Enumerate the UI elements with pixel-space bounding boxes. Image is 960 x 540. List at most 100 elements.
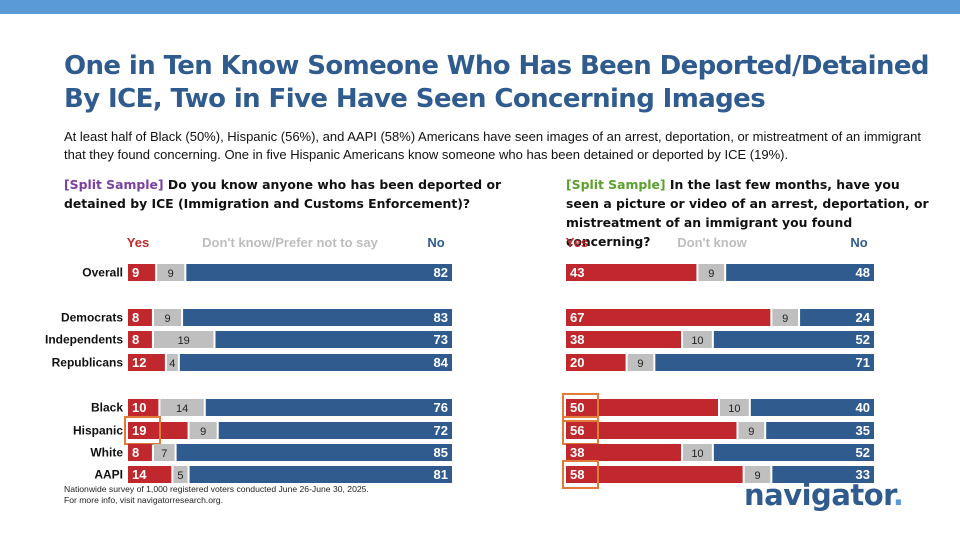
left-value-no-hispanic: 72 — [434, 423, 448, 438]
left-bar-dk-black — [160, 399, 204, 416]
right-bar-no-white — [713, 444, 874, 461]
right-bar-yes-black — [566, 399, 718, 416]
left-value-dk-democrats: 9 — [164, 313, 170, 325]
left-value-yes-democrats: 8 — [132, 310, 139, 325]
left-value-yes-hispanic: 19 — [132, 423, 146, 438]
left-bar-no-independents — [215, 331, 452, 348]
right-value-yes-republicans: 20 — [570, 355, 584, 370]
footnote: Nationwide survey of 1,000 registered vo… — [64, 484, 369, 506]
left-value-no-republicans: 84 — [434, 355, 449, 370]
left-bar-no-republicans — [179, 354, 452, 371]
right-bar-no-overall — [726, 264, 874, 281]
right-value-yes-hispanic: 56 — [570, 423, 584, 438]
right-bar-yes-democrats — [566, 309, 771, 326]
right-value-dk-hispanic: 9 — [748, 426, 754, 438]
left-value-no-black: 76 — [434, 400, 448, 415]
left-question-tag: [Split Sample] — [64, 177, 164, 192]
right-value-dk-republicans: 9 — [637, 358, 643, 370]
right-value-yes-overall: 43 — [570, 265, 584, 280]
left-bar-no-overall — [186, 264, 452, 281]
row-label-hispanic: Hispanic — [73, 424, 123, 438]
right-bar-no-independents — [713, 331, 874, 348]
row-label-aapi: AAPI — [94, 468, 123, 482]
right-value-dk-black: 10 — [728, 403, 740, 415]
right-value-yes-aapi: 58 — [570, 467, 584, 482]
left-value-no-democrats: 83 — [434, 310, 448, 325]
right-bar-yes-white — [566, 444, 682, 461]
row-label-democrats: Democrats — [61, 311, 123, 325]
left-bar-no-black — [205, 399, 452, 416]
left-value-dk-black: 14 — [176, 403, 188, 415]
right-bar-dk-black — [720, 399, 749, 416]
footnote-survey: Nationwide survey of 1,000 registered vo… — [64, 484, 369, 494]
right-bar-yes-independents — [566, 331, 682, 348]
left-value-no-overall: 82 — [434, 265, 448, 280]
right-bar-no-black — [750, 399, 874, 416]
row-label-independents: Independents — [45, 333, 123, 347]
right-value-yes-independents: 38 — [570, 332, 584, 347]
right-question-text: In the last few months, have you seen a … — [566, 177, 929, 249]
right-bar-dk-aapi — [744, 466, 771, 483]
right-bar-dk-overall — [698, 264, 725, 281]
right-bar-dk-hispanic — [738, 422, 765, 439]
left-value-dk-white: 7 — [161, 448, 167, 460]
right-value-no-white: 52 — [856, 445, 870, 460]
left-value-dk-hispanic: 9 — [200, 426, 206, 438]
right-legend-no: No — [850, 235, 867, 250]
left-bar-no-democrats — [183, 309, 452, 326]
left-bar-dk-white — [153, 444, 175, 461]
page-title: One in Ten Know Someone Who Has Been Dep… — [64, 51, 930, 114]
right-bar-dk-independents — [683, 331, 712, 348]
left-value-yes-white: 8 — [132, 445, 139, 460]
right-value-dk-independents: 10 — [691, 335, 703, 347]
left-legend-no: No — [427, 235, 444, 250]
right-bar-no-republicans — [655, 354, 874, 371]
right-bar-yes-aapi — [566, 466, 743, 483]
right-value-no-aapi: 33 — [856, 467, 870, 482]
left-bar-no-white — [176, 444, 452, 461]
left-bar-yes-republicans — [128, 354, 165, 371]
row-label-republicans: Republicans — [52, 356, 124, 370]
right-value-dk-white: 10 — [691, 448, 703, 460]
top-accent-bar — [0, 0, 960, 14]
logo-word: navigator — [744, 478, 893, 512]
row-label-overall: Overall — [82, 266, 123, 280]
left-bar-yes-black — [128, 399, 159, 416]
logo-dot: . — [892, 478, 904, 512]
left-legend-yes: Yes — [127, 235, 149, 250]
left-value-no-white: 85 — [434, 445, 448, 460]
left-bar-dk-independents — [153, 331, 214, 348]
left-bar-dk-republicans — [166, 354, 178, 371]
left-bar-dk-aapi — [173, 466, 188, 483]
left-bar-yes-aapi — [128, 466, 172, 483]
right-bar-no-aapi — [772, 466, 874, 483]
right-legend-dont-know: Don't know — [677, 235, 747, 250]
footnote-info: For more info, visit navigatorresearch.o… — [64, 495, 224, 505]
left-bar-yes-white — [128, 444, 152, 461]
row-label-white: White — [90, 446, 123, 460]
left-value-no-independents: 73 — [434, 332, 448, 347]
right-value-dk-overall: 9 — [708, 268, 714, 280]
left-bar-yes-overall — [128, 264, 156, 281]
left-bar-no-hispanic — [218, 422, 452, 439]
left-value-yes-black: 10 — [132, 400, 146, 415]
right-value-dk-aapi: 9 — [754, 470, 760, 482]
right-value-yes-black: 50 — [570, 400, 584, 415]
right-value-yes-white: 38 — [570, 445, 584, 460]
left-bar-yes-independents — [128, 331, 152, 348]
left-value-yes-independents: 8 — [132, 332, 139, 347]
left-bar-yes-hispanic — [128, 422, 188, 439]
left-bar-dk-hispanic — [189, 422, 217, 439]
right-value-no-black: 40 — [856, 400, 870, 415]
left-value-yes-overall: 9 — [132, 265, 139, 280]
navigator-logo: navigator. — [744, 478, 904, 512]
page-subtitle: At least half of Black (50%), Hispanic (… — [64, 129, 921, 162]
left-value-dk-overall: 9 — [168, 268, 174, 280]
right-bar-dk-white — [683, 444, 712, 461]
left-value-yes-republicans: 12 — [132, 355, 146, 370]
right-bar-no-hispanic — [766, 422, 874, 439]
right-value-dk-democrats: 9 — [782, 313, 788, 325]
left-question-text: Do you know anyone who has been deported… — [64, 177, 502, 211]
right-highlight-black — [562, 393, 599, 422]
